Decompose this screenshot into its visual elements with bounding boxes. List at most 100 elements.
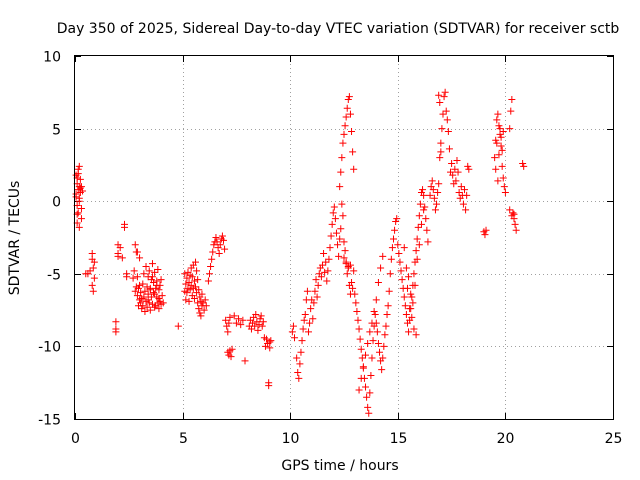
data-point: [266, 344, 274, 352]
data-point: [77, 215, 85, 223]
data-point: [412, 247, 420, 255]
data-point: [355, 386, 363, 394]
data-point: [438, 125, 446, 133]
data-point: [453, 157, 461, 165]
data-point: [112, 318, 120, 326]
data-point: [376, 348, 384, 356]
data-point: [230, 312, 238, 320]
data-point: [408, 313, 416, 321]
data-point: [75, 162, 83, 170]
data-point: [339, 139, 347, 147]
data-point: [436, 154, 444, 162]
data-point: [307, 305, 315, 313]
data-point: [239, 316, 247, 324]
data-point: [77, 204, 85, 212]
data-point: [383, 310, 391, 318]
data-point: [452, 177, 460, 185]
data-point: [227, 353, 235, 361]
data-point: [403, 284, 411, 292]
data-point: [409, 299, 417, 307]
data-point: [350, 267, 358, 275]
data-point: [494, 110, 502, 118]
data-point: [400, 244, 408, 252]
data-point: [192, 258, 200, 266]
data-point: [386, 270, 394, 278]
x-tick-label: 20: [497, 431, 515, 447]
data-point: [367, 371, 375, 379]
data-point: [158, 292, 166, 300]
data-point: [410, 270, 418, 278]
data-point: [506, 125, 514, 133]
data-points: [72, 88, 528, 417]
data-point: [451, 165, 459, 173]
data-point: [303, 287, 311, 295]
data-point: [317, 273, 325, 281]
data-point: [267, 337, 275, 345]
data-point: [309, 315, 317, 323]
data-point: [392, 218, 400, 226]
data-point: [498, 146, 506, 154]
data-point: [405, 328, 413, 336]
data-point: [493, 139, 501, 147]
data-point: [349, 284, 357, 292]
data-point: [304, 328, 312, 336]
data-point: [146, 284, 154, 292]
data-point: [335, 252, 343, 260]
data-point: [208, 255, 216, 263]
data-point: [232, 319, 240, 327]
data-point: [368, 354, 376, 362]
data-point: [195, 305, 203, 313]
data-point: [293, 354, 301, 362]
data-point: [357, 374, 365, 382]
data-point: [235, 315, 243, 323]
data-point: [259, 318, 267, 326]
data-point: [151, 290, 159, 298]
data-point: [329, 209, 337, 217]
data-point: [89, 287, 97, 295]
data-point: [258, 322, 266, 330]
data-point: [150, 279, 158, 287]
data-point: [148, 260, 156, 268]
x-tick-label: 25: [605, 431, 623, 447]
data-point: [441, 88, 449, 96]
data-point: [306, 319, 314, 327]
data-point: [321, 268, 329, 276]
data-point: [197, 312, 205, 320]
data-point: [508, 96, 516, 104]
data-point: [494, 177, 502, 185]
data-point: [76, 175, 84, 183]
data-point: [221, 245, 229, 253]
data-point: [326, 244, 334, 252]
data-point: [362, 383, 370, 391]
data-point: [255, 321, 263, 329]
data-point: [183, 274, 191, 282]
data-point: [338, 200, 346, 208]
data-point: [369, 337, 377, 345]
data-point: [374, 339, 382, 347]
data-point: [465, 165, 473, 173]
data-point: [143, 283, 151, 291]
data-point: [151, 268, 159, 276]
data-point: [297, 348, 305, 356]
data-point: [75, 223, 83, 231]
data-point: [144, 296, 152, 304]
data-point: [419, 186, 427, 194]
data-point: [182, 280, 190, 288]
y-tick-label: -10: [38, 340, 61, 356]
data-point: [481, 231, 489, 239]
data-point: [370, 308, 378, 316]
data-point: [395, 249, 403, 257]
data-point: [433, 200, 441, 208]
data-point: [355, 325, 363, 333]
data-point: [448, 159, 456, 167]
data-point: [118, 254, 126, 262]
data-point: [340, 238, 348, 246]
data-point: [371, 310, 379, 318]
data-point: [336, 183, 344, 191]
chart-title: Day 350 of 2025, Sidereal Day-to-day VTE…: [57, 21, 620, 37]
x-tick-label: 0: [71, 431, 80, 447]
data-point: [137, 289, 145, 297]
data-point: [408, 293, 416, 301]
data-point: [300, 316, 308, 324]
data-point: [72, 193, 80, 201]
